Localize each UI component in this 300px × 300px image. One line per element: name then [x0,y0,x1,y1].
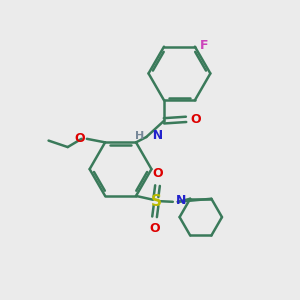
Text: S: S [151,194,161,209]
Text: O: O [152,167,163,180]
Text: O: O [75,132,86,145]
Text: F: F [200,39,209,52]
Text: O: O [190,113,200,126]
Text: N: N [144,129,164,142]
Text: O: O [149,222,160,235]
Text: H: H [135,130,144,141]
Text: N: N [176,194,186,207]
